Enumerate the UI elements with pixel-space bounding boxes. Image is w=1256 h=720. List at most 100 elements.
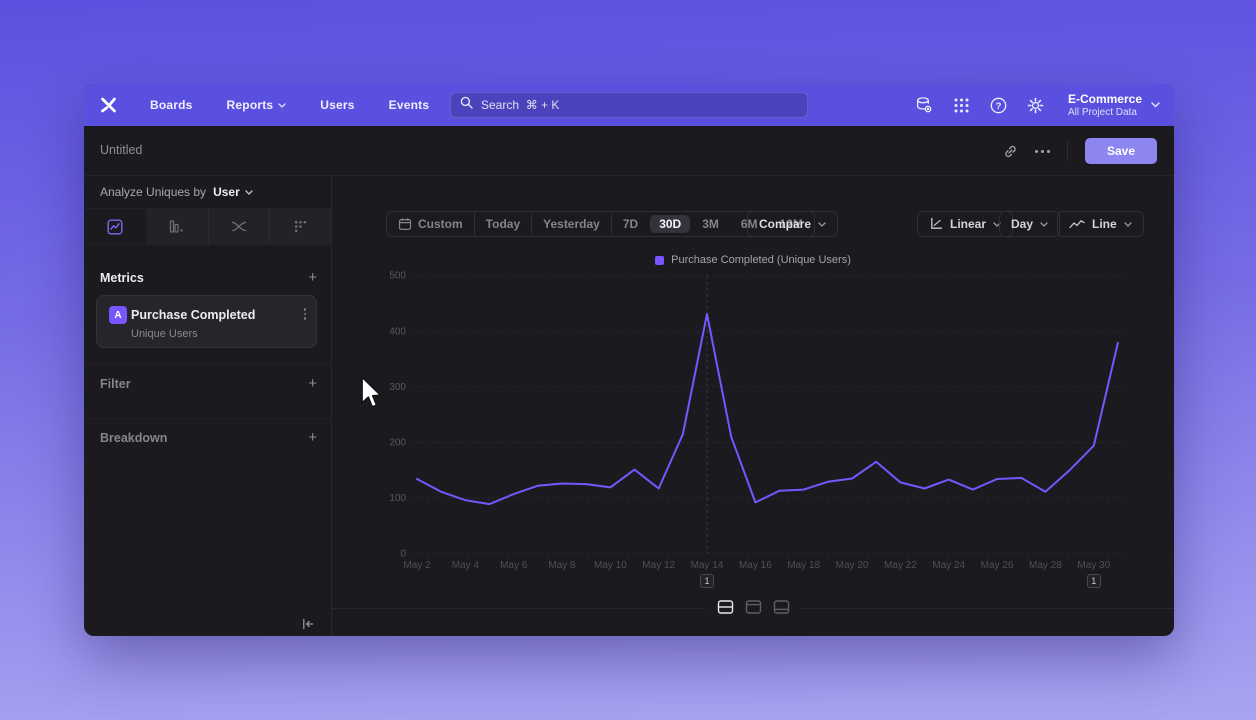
apps-grid-icon[interactable]: [953, 97, 970, 114]
range-yesterday[interactable]: Yesterday: [532, 212, 612, 236]
nav-item-users[interactable]: Users: [320, 98, 355, 112]
annotation-badge[interactable]: 1: [700, 574, 715, 588]
divider: [84, 364, 331, 365]
help-icon[interactable]: ?: [990, 97, 1007, 114]
settings-gear-icon[interactable]: [1027, 97, 1044, 114]
x-tick-label: May 4: [452, 560, 480, 571]
y-tick-label: 200: [389, 437, 406, 448]
project-selector[interactable]: E-Commerce All Project Data: [1068, 92, 1160, 118]
more-options-button[interactable]: [1035, 149, 1050, 153]
project-name: E-Commerce: [1067, 92, 1142, 106]
report-title[interactable]: Untitled: [100, 143, 143, 157]
axis-icon: [931, 217, 943, 229]
metric-card[interactable]: A Purchase Completed Unique Users: [96, 295, 317, 348]
range-7d[interactable]: 7D: [622, 217, 639, 231]
funnels-bars-icon: [170, 220, 183, 233]
save-button[interactable]: Save: [1085, 138, 1157, 164]
nav-item-boards[interactable]: Boards: [150, 98, 193, 112]
range-30d[interactable]: 30D: [650, 215, 691, 233]
search-bar[interactable]: [450, 92, 808, 118]
y-tick-label: 300: [389, 382, 406, 393]
app-window: Boards Reports Users Events ?: [84, 84, 1174, 636]
chart-type-dropdown[interactable]: Line: [1057, 211, 1144, 237]
y-tick-label: 0: [400, 549, 406, 560]
x-tick-label: May 18: [787, 560, 820, 571]
tab-retention[interactable]: [269, 209, 331, 244]
metric-measure[interactable]: Unique Users: [131, 328, 198, 340]
date-range-selector: Custom Today Yesterday 7D 30D 3M 6M 12M: [386, 211, 815, 237]
x-tick-label: May 2: [403, 560, 431, 571]
chart-legend: Purchase Completed (Unique Users): [332, 254, 1174, 266]
line-chart-icon: [1069, 220, 1085, 229]
x-tick-label: May 20: [836, 560, 869, 571]
nav-item-reports[interactable]: Reports: [227, 98, 287, 112]
divider: [1067, 141, 1068, 161]
mixpanel-logo-icon[interactable]: [99, 95, 119, 115]
query-sidebar: Analyze Uniques by User: [84, 176, 332, 636]
data-management-icon[interactable]: [915, 96, 933, 114]
add-filter-button[interactable]: +: [308, 375, 317, 392]
legend-item[interactable]: Purchase Completed (Unique Users): [655, 254, 851, 266]
annotation-badge[interactable]: 1: [1086, 574, 1101, 588]
series-line[interactable]: [416, 313, 1119, 506]
y-tick-label: 400: [389, 326, 406, 337]
x-tick-label: May 16: [739, 560, 772, 571]
top-nav: Boards Reports Users Events ?: [84, 84, 1174, 126]
tab-flows[interactable]: [207, 209, 270, 244]
metrics-label: Metrics: [100, 270, 144, 285]
share-link-icon[interactable]: [1003, 144, 1018, 159]
y-tick-label: 500: [389, 271, 406, 282]
layout-split-rows-button[interactable]: [713, 596, 738, 618]
retention-dots-icon: [295, 220, 307, 233]
sidebar-collapse-icon[interactable]: [301, 617, 315, 631]
chevron-down-icon: [278, 102, 286, 108]
x-tick-label: May 28: [1029, 560, 1062, 571]
interval-dropdown[interactable]: Day: [999, 211, 1061, 237]
scale-dropdown[interactable]: Linear: [917, 211, 1014, 237]
x-tick-label: May 14: [691, 560, 724, 571]
search-input[interactable]: [481, 98, 798, 112]
x-tick-label: May 22: [884, 560, 917, 571]
nav-items: Boards Reports Users Events: [150, 98, 429, 112]
x-tick-label: May 30: [1077, 560, 1110, 571]
svg-text:?: ?: [996, 101, 1002, 112]
divider: [84, 418, 331, 419]
range-6m[interactable]: 6M: [740, 217, 758, 231]
x-tick-label: May 8: [548, 560, 576, 571]
analyze-entity-dropdown[interactable]: User: [213, 185, 253, 199]
metric-event-name: Purchase Completed: [131, 308, 256, 322]
report-type-tabs: [84, 209, 331, 245]
layout-chart-only-button[interactable]: [741, 596, 766, 618]
add-breakdown-button[interactable]: +: [308, 429, 317, 446]
breakdown-section-header: Breakdown +: [100, 430, 317, 445]
report-title-bar: Untitled Save: [84, 126, 1174, 176]
x-tick-label: May 24: [932, 560, 965, 571]
flows-icon: [231, 221, 246, 232]
layout-toggle-group: [705, 595, 801, 619]
nav-right: ? E-Commerce All Project Data: [915, 84, 1160, 126]
breakdown-label: Breakdown: [100, 430, 168, 445]
metric-kebab-menu[interactable]: [303, 308, 306, 320]
range-3m[interactable]: 3M: [702, 217, 719, 231]
range-today[interactable]: Today: [475, 212, 533, 236]
calendar-icon: [398, 218, 412, 231]
range-custom[interactable]: Custom: [387, 212, 475, 236]
layout-table-bottom-button[interactable]: [769, 596, 794, 618]
y-tick-label: 100: [389, 493, 406, 504]
x-tick-label: May 6: [500, 560, 528, 571]
filter-section-header: Filter +: [100, 376, 317, 391]
compare-button[interactable]: Compare: [747, 211, 839, 237]
tab-insights[interactable]: [84, 209, 146, 244]
legend-swatch: [655, 255, 665, 265]
add-metric-button[interactable]: +: [308, 269, 317, 286]
metrics-section-header: Metrics +: [100, 270, 317, 285]
metric-letter-badge: A: [109, 306, 127, 324]
line-chart: 0 100 200 300 400 500 May 2 May 4 May 6 May 8 May …: [389, 271, 1123, 571]
range-12m[interactable]: 12M: [779, 217, 803, 231]
filter-label: Filter: [100, 376, 131, 391]
tab-funnels[interactable]: [145, 209, 208, 244]
nav-item-events[interactable]: Events: [388, 98, 430, 112]
x-tick-label: May 26: [981, 560, 1014, 571]
x-tick-label: May 10: [594, 560, 627, 571]
